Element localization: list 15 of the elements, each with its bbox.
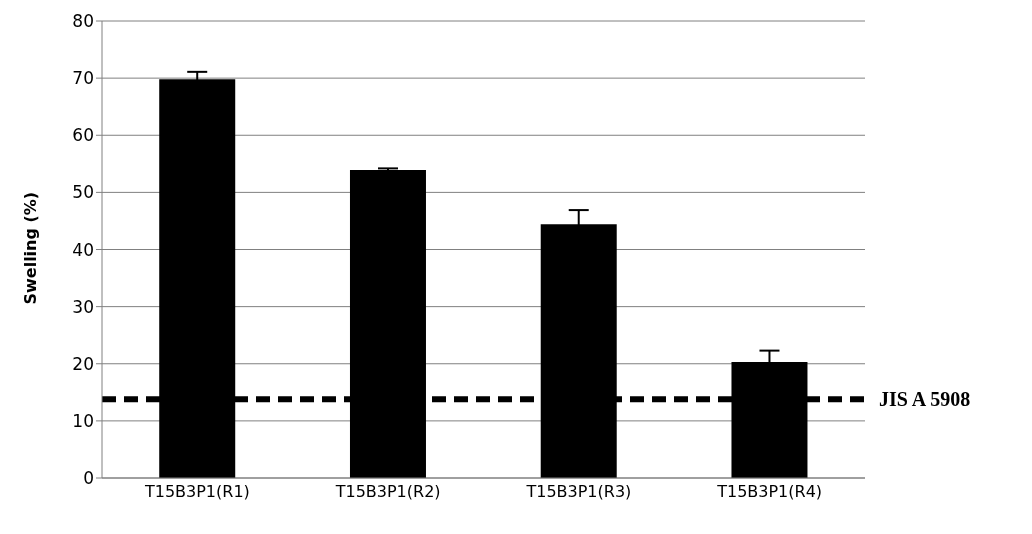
y-tick-label: 0 — [83, 468, 94, 489]
y-tick-label: 10 — [72, 410, 94, 431]
y-tick-label: 40 — [72, 239, 94, 260]
x-tick-label: T15B3P1(R4) — [716, 482, 823, 502]
y-tick-label: 50 — [72, 182, 94, 203]
y-tick-label: 30 — [72, 296, 94, 317]
y-axis-title: Swelling (%) — [20, 191, 40, 305]
ref-line-label: JIS A 5908 — [879, 388, 971, 411]
y-tick-label: 20 — [72, 353, 94, 374]
y-tick-label: 70 — [72, 68, 94, 89]
y-tick-label: 80 — [72, 11, 94, 32]
y-tick-label: 60 — [72, 125, 94, 146]
x-tick-label: T15B3P1(R3) — [525, 482, 632, 502]
x-tick-label: T15B3P1(R2) — [334, 482, 441, 502]
x-tick-label: T15B3P1(R1) — [143, 482, 250, 502]
